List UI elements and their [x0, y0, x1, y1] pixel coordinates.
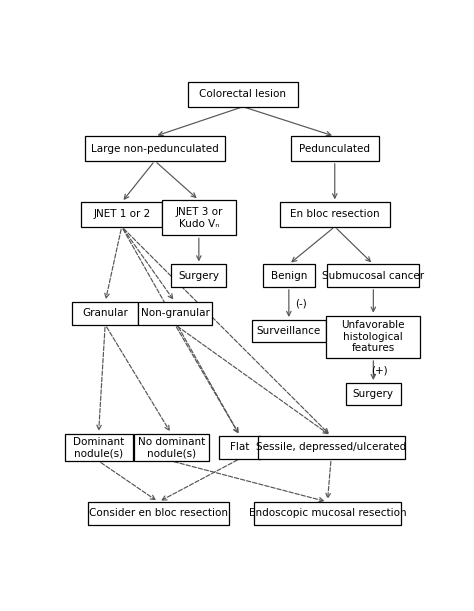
Bar: [134, 434, 209, 461]
Bar: [263, 265, 315, 287]
Bar: [138, 302, 212, 324]
Bar: [280, 202, 390, 227]
Text: No dominant
nodule(s): No dominant nodule(s): [137, 436, 205, 458]
Text: Flat: Flat: [230, 442, 250, 452]
Bar: [346, 383, 401, 406]
Text: Surgery: Surgery: [353, 389, 394, 399]
Bar: [82, 202, 162, 227]
Bar: [88, 502, 229, 524]
Bar: [291, 136, 379, 161]
Text: Pedunculated: Pedunculated: [299, 144, 370, 153]
Text: Granular: Granular: [82, 309, 128, 318]
Bar: [252, 320, 326, 342]
Bar: [328, 265, 419, 287]
Bar: [258, 436, 405, 459]
Text: Large non-pedunculated: Large non-pedunculated: [91, 144, 219, 153]
Bar: [85, 136, 225, 161]
Bar: [327, 316, 420, 358]
Text: Consider en bloc resection: Consider en bloc resection: [89, 508, 228, 518]
Text: Dominant
nodule(s): Dominant nodule(s): [73, 436, 124, 458]
Text: JNET 1 or 2: JNET 1 or 2: [93, 210, 150, 219]
Text: Submucosal cancer: Submucosal cancer: [322, 271, 424, 280]
Bar: [171, 265, 227, 287]
Bar: [219, 436, 261, 459]
Bar: [162, 200, 236, 235]
Text: Non-granular: Non-granular: [140, 309, 210, 318]
Text: Endoscopic mucosal resection: Endoscopic mucosal resection: [248, 508, 406, 518]
Bar: [254, 502, 401, 524]
Text: Benign: Benign: [271, 271, 307, 280]
Text: (-): (-): [295, 298, 307, 309]
Bar: [64, 434, 133, 461]
Text: (+): (+): [371, 365, 388, 375]
Text: Colorectal lesion: Colorectal lesion: [200, 89, 286, 100]
Text: En bloc resection: En bloc resection: [290, 210, 380, 219]
Bar: [72, 302, 138, 324]
Text: JNET 3 or
Kudo Vₙ: JNET 3 or Kudo Vₙ: [175, 207, 222, 229]
Text: Unfavorable
histological
features: Unfavorable histological features: [342, 320, 405, 353]
Bar: [188, 82, 298, 107]
Text: Surgery: Surgery: [178, 271, 219, 280]
Text: Surveillance: Surveillance: [257, 326, 321, 336]
Text: Sessile, depressed/ulcerated: Sessile, depressed/ulcerated: [256, 442, 406, 452]
